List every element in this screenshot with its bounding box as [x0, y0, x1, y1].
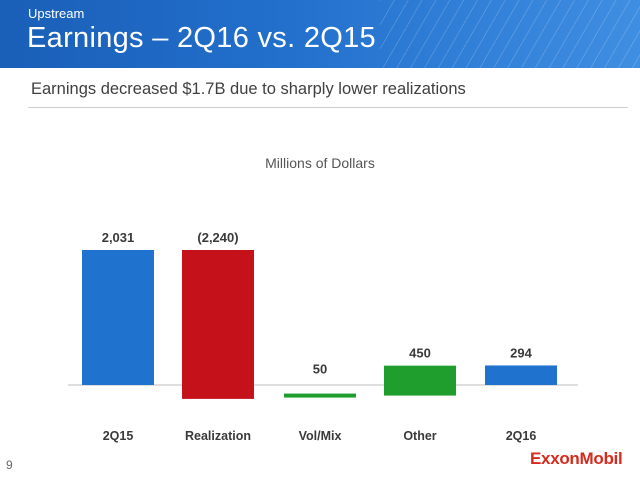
bar-realization — [182, 250, 254, 399]
chart-units-label: Millions of Dollars — [265, 155, 375, 171]
category-label: Vol/Mix — [299, 429, 342, 443]
value-label: 450 — [409, 346, 431, 361]
category-label: Other — [403, 429, 436, 443]
divider-line — [28, 107, 628, 108]
section-label: Upstream — [28, 6, 85, 21]
bar-2q15 — [82, 250, 154, 385]
bar-2q16 — [485, 365, 557, 385]
value-label: 50 — [313, 362, 327, 377]
slide-subtitle: Earnings decreased $1.7B due to sharply … — [31, 80, 466, 98]
exxonmobil-logo: ExxonMobil — [530, 449, 623, 468]
category-label: Realization — [185, 429, 251, 443]
value-label: (2,240) — [197, 230, 238, 245]
title-banner: Upstream Earnings – 2Q16 vs. 2Q15 — [0, 0, 640, 68]
value-label: 294 — [510, 345, 532, 360]
bar-other — [384, 365, 456, 396]
page-number: 9 — [6, 458, 13, 472]
category-label: 2Q16 — [506, 429, 537, 443]
value-label: 2,031 — [102, 230, 135, 245]
page-title: Earnings – 2Q16 vs. 2Q15 — [27, 22, 376, 54]
category-label: 2Q15 — [103, 429, 134, 443]
bar-vol-mix — [284, 393, 356, 398]
banner-pattern — [380, 0, 640, 68]
